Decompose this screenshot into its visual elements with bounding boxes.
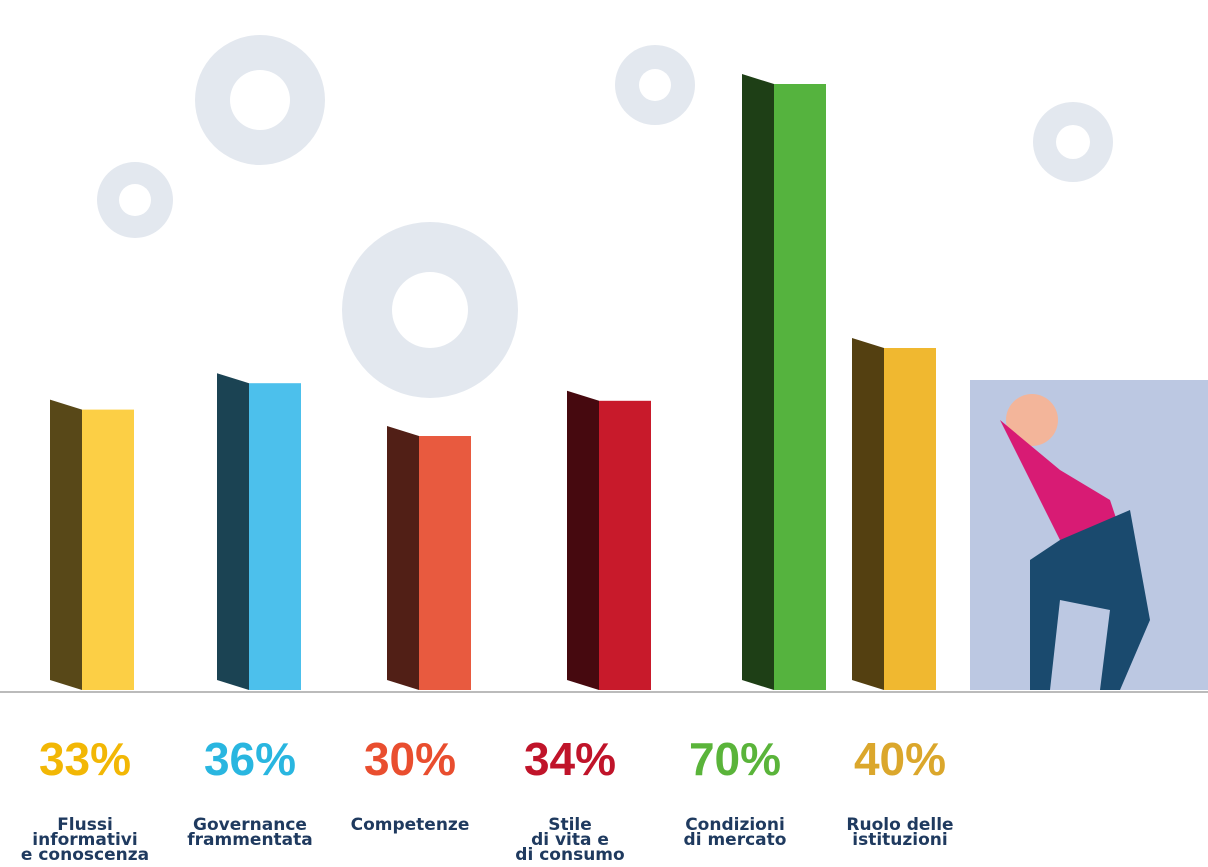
category-line: e conoscenza	[21, 845, 149, 865]
bar	[774, 84, 826, 690]
value-label: 36%	[204, 733, 296, 785]
category-line: informativi	[32, 830, 137, 850]
bar	[82, 409, 134, 690]
value-label: 40%	[854, 733, 946, 785]
category-label: Stile di vita e di consumo	[515, 815, 624, 865]
bar	[884, 348, 936, 690]
category-line: di vita e	[531, 830, 609, 850]
bar	[249, 383, 301, 690]
bar-side	[217, 373, 249, 690]
category-line: Ruolo delle	[846, 815, 953, 835]
category-line: Governance	[193, 815, 307, 835]
decor-gears	[97, 35, 1113, 398]
category-line: di consumo	[515, 845, 624, 865]
category-line: di mercato	[684, 830, 787, 850]
category-label: Ruolo delle istituzioni	[846, 815, 953, 850]
category-line: Flussi	[57, 815, 113, 835]
value-label: 33%	[39, 733, 131, 785]
bar	[599, 400, 651, 690]
value-label: 70%	[689, 733, 781, 785]
bar-side	[50, 399, 82, 690]
category-label: Competenze	[351, 815, 470, 835]
decor-figure	[970, 380, 1208, 690]
category-label: Flussi informativi e conoscenza	[21, 815, 149, 865]
bar-side	[852, 338, 884, 690]
category-line: Competenze	[351, 815, 470, 835]
category-line: Condizioni	[685, 815, 785, 835]
category-line: frammentata	[187, 830, 313, 850]
bar-side	[742, 74, 774, 690]
category-label: Governance frammentata	[187, 815, 313, 850]
category-label: Condizioni di mercato	[684, 815, 787, 850]
bar-side	[567, 390, 599, 690]
category-line: istituzioni	[852, 830, 947, 850]
value-label: 34%	[524, 733, 616, 785]
bar-side	[387, 426, 419, 690]
value-label: 30%	[364, 733, 456, 785]
bar	[419, 436, 471, 690]
category-line: Stile	[548, 815, 592, 835]
